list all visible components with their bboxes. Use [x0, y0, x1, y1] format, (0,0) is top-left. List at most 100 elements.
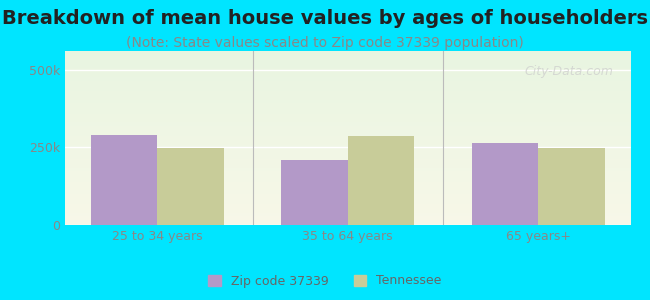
Bar: [65, 214, 630, 216]
Bar: [65, 143, 630, 145]
Bar: [65, 91, 630, 93]
Bar: [65, 63, 630, 65]
Bar: [65, 142, 630, 143]
Bar: [65, 204, 630, 206]
Bar: [65, 190, 630, 192]
Bar: [65, 176, 630, 178]
Bar: [471, 143, 538, 225]
Bar: [65, 94, 630, 96]
Text: City-Data.com: City-Data.com: [525, 65, 614, 78]
Bar: [65, 105, 630, 107]
Bar: [65, 138, 630, 140]
Bar: [65, 221, 630, 223]
Bar: [65, 60, 630, 61]
Bar: [65, 152, 630, 154]
Bar: [65, 150, 630, 152]
Bar: [65, 67, 630, 68]
Bar: [65, 180, 630, 182]
Bar: [65, 168, 630, 169]
Bar: [65, 209, 630, 211]
Bar: [65, 96, 630, 98]
Bar: [65, 182, 630, 183]
Bar: [65, 93, 630, 94]
Bar: [65, 218, 630, 220]
Bar: [65, 178, 630, 180]
Bar: [65, 145, 630, 147]
Bar: [65, 216, 630, 218]
Text: Breakdown of mean house values by ages of householders: Breakdown of mean house values by ages o…: [2, 9, 648, 28]
Bar: [65, 223, 630, 225]
Bar: [65, 157, 630, 159]
Bar: [65, 121, 630, 122]
Bar: [65, 101, 630, 103]
Bar: [65, 70, 630, 72]
Bar: [65, 154, 630, 155]
Legend: Zip code 37339, Tennessee: Zip code 37339, Tennessee: [202, 268, 448, 294]
Bar: [65, 58, 630, 60]
Bar: [65, 98, 630, 100]
Bar: [65, 185, 630, 187]
Bar: [65, 169, 630, 171]
Bar: [65, 220, 630, 221]
Bar: [65, 65, 630, 67]
Bar: [65, 119, 630, 121]
Bar: [65, 126, 630, 127]
Bar: [65, 201, 630, 203]
Bar: [65, 202, 630, 204]
Bar: [65, 211, 630, 213]
Bar: [65, 88, 630, 89]
Bar: [538, 148, 604, 225]
Bar: [65, 68, 630, 70]
Bar: [65, 187, 630, 188]
Bar: [65, 195, 630, 197]
Bar: [65, 84, 630, 86]
Bar: [65, 148, 630, 150]
Bar: [65, 117, 630, 119]
Bar: [65, 53, 630, 55]
Bar: [65, 110, 630, 112]
Bar: [65, 61, 630, 63]
Bar: [65, 173, 630, 175]
Bar: [65, 183, 630, 185]
Bar: [65, 171, 630, 173]
Bar: [65, 147, 630, 148]
Bar: [65, 56, 630, 58]
Bar: [348, 136, 415, 225]
Bar: [65, 188, 630, 190]
Bar: [65, 116, 630, 117]
Bar: [65, 51, 630, 53]
Bar: [65, 122, 630, 124]
Bar: [65, 162, 630, 164]
Bar: [65, 112, 630, 114]
Bar: [65, 134, 630, 136]
Bar: [65, 89, 630, 91]
Bar: [65, 124, 630, 126]
Text: (Note: State values scaled to Zip code 37339 population): (Note: State values scaled to Zip code 3…: [126, 36, 524, 50]
Bar: [65, 82, 630, 84]
Bar: [65, 192, 630, 194]
Bar: [91, 135, 157, 225]
Bar: [65, 206, 630, 208]
Bar: [65, 208, 630, 209]
Bar: [65, 194, 630, 195]
Bar: [65, 107, 630, 108]
Bar: [65, 136, 630, 138]
Bar: [65, 155, 630, 157]
Bar: [65, 103, 630, 105]
Bar: [65, 160, 630, 162]
Bar: [65, 164, 630, 166]
Bar: [65, 86, 630, 88]
Bar: [65, 131, 630, 133]
Bar: [65, 213, 630, 214]
Bar: [65, 72, 630, 74]
Bar: [65, 108, 630, 110]
Bar: [65, 128, 630, 129]
Bar: [65, 197, 630, 199]
Bar: [65, 140, 630, 142]
Bar: [65, 81, 630, 82]
Bar: [157, 148, 224, 225]
Bar: [65, 129, 630, 131]
Bar: [65, 75, 630, 77]
Bar: [65, 79, 630, 81]
Bar: [65, 175, 630, 176]
